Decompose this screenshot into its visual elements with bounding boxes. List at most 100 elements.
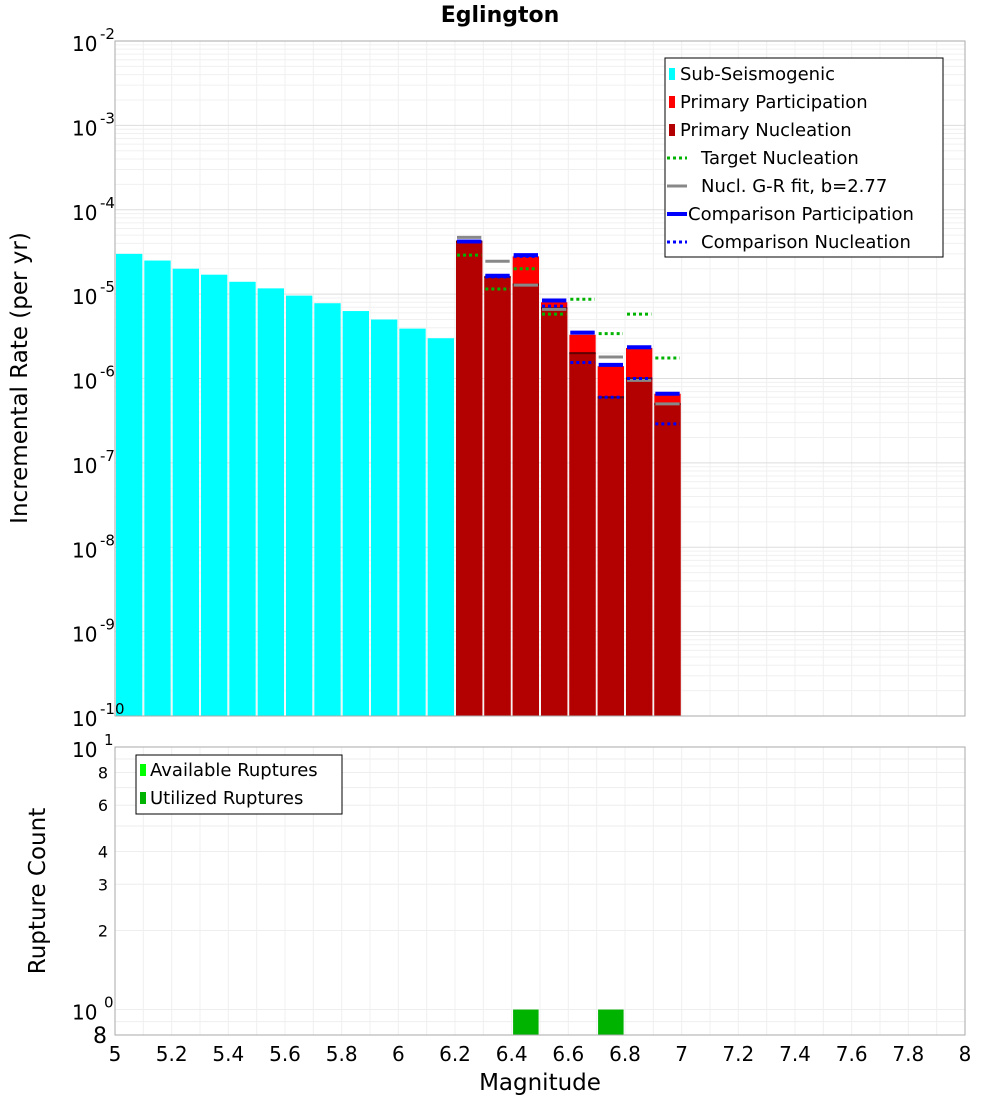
x-tick: 6.6 <box>552 1042 584 1066</box>
x-tick: 5.2 <box>156 1042 188 1066</box>
chart-title: Eglington <box>441 3 560 28</box>
x-tick: 6.8 <box>609 1042 641 1066</box>
x-tick: 7.8 <box>892 1042 924 1066</box>
x-tick: 7.4 <box>779 1042 811 1066</box>
y-tick-exponent: -3 <box>100 109 115 127</box>
legend-swatch <box>669 96 675 108</box>
bottom-plot-frame <box>114 746 966 1036</box>
legend-swatch <box>669 124 675 136</box>
y-tick-exponent: -5 <box>100 278 115 296</box>
primary-nucleation-bar <box>512 284 539 716</box>
y-tick-base: 10 <box>72 707 97 731</box>
x-tick: 7 <box>675 1042 688 1066</box>
legend-item-available-ruptures: Available Ruptures <box>140 760 318 781</box>
bottom-legend-box <box>135 754 343 815</box>
sub-seismogenic-bar <box>229 281 256 716</box>
y-tick-base: 10 <box>72 538 97 562</box>
y-tick-base: 10 <box>72 623 97 647</box>
x-tick: 5.8 <box>326 1042 358 1066</box>
utilized-ruptures-bar <box>513 1009 539 1035</box>
top-y-axis-label: Incremental Rate (per yr) <box>7 232 33 524</box>
bottom-y-minor-tick: 6 <box>98 796 108 815</box>
sub-seismogenic-bar <box>116 253 143 716</box>
sub-seismogenic-bar <box>371 319 398 716</box>
bottom-y-minor-tick: 3 <box>98 875 108 894</box>
legend-label: Available Ruptures <box>150 760 318 781</box>
x-tick: 5.6 <box>269 1042 301 1066</box>
primary-nucleation-bar <box>597 397 624 716</box>
top-y-tick: 10 -2 <box>72 25 115 56</box>
legend-label: Comparison Participation <box>688 204 914 225</box>
y-tick-base: 10 <box>72 116 97 140</box>
legend-item-utilized-ruptures: Utilized Ruptures <box>140 788 303 809</box>
legend-swatch <box>140 764 146 776</box>
y-tick-base: 10 <box>72 201 97 225</box>
bottom-y-axis-label: Rupture Count <box>25 808 51 974</box>
legend-item-target-nucleation: Target Nucleation <box>667 148 859 169</box>
bottom-y-minor-tick: 8 <box>93 1024 107 1049</box>
y-tick-base: 10 <box>72 738 97 762</box>
bottom-y-major-tick: 10 0 <box>72 994 114 1025</box>
y-tick-exponent: 0 <box>104 994 114 1012</box>
y-tick-exponent: -7 <box>100 447 115 465</box>
legend-label: Sub-Seismogenic <box>680 64 835 85</box>
legend-item-primary-participation: Primary Participation <box>669 92 868 113</box>
x-tick: 7.2 <box>722 1042 754 1066</box>
bottom-y-tick-labels: 10 1 10 0 8 6 4 3 2 8 <box>72 731 114 1049</box>
top-plot-bars <box>116 241 681 717</box>
y-tick-base: 10 <box>72 454 97 478</box>
legend-item-sub-seismogenic: Sub-Seismogenic <box>669 64 835 85</box>
x-tick: 6.2 <box>439 1042 471 1066</box>
top-legend: Sub-Seismogenic Primary Participation Prim… <box>664 57 944 258</box>
legend-label: Utilized Ruptures <box>150 788 303 809</box>
top-plot-frame <box>114 40 966 717</box>
x-tick: 6 <box>392 1042 405 1066</box>
legend-label: Nucl. G-R fit, b=2.77 <box>701 176 887 197</box>
y-tick-base: 10 <box>72 32 97 56</box>
legend-label: Target Nucleation <box>700 148 859 169</box>
x-tick: 8 <box>959 1042 972 1066</box>
x-tick: 5.4 <box>212 1042 244 1066</box>
legend-label: Primary Nucleation <box>680 120 852 141</box>
bottom-legend: Available Ruptures Utilized Ruptures <box>135 754 343 815</box>
sub-seismogenic-bar <box>399 328 426 716</box>
top-plot-lines <box>456 235 681 426</box>
y-tick-base: 10 <box>72 285 97 309</box>
primary-nucleation-bar <box>654 403 681 716</box>
y-tick-base: 10 <box>72 370 97 394</box>
top-y-tick-labels: 10-210-310-410-510-610-710-810-910-10 <box>72 25 125 731</box>
x-tick: 6.4 <box>496 1042 528 1066</box>
y-tick-exponent: -2 <box>100 25 115 43</box>
legend-swatch <box>669 68 675 80</box>
x-tick: 7.6 <box>836 1042 868 1066</box>
x-tick-labels: 5 5.2 5.4 5.6 5.8 6 6.2 6.4 6.6 6.8 7 7.2 7.4 7.6 7.8 8 <box>109 1042 972 1066</box>
primary-nucleation-bar <box>569 353 596 716</box>
top-legend-box <box>664 57 944 258</box>
primary-nucleation-bar <box>541 308 568 716</box>
legend-item-nucl-g-r-fit-b-2-77: Nucl. G-R fit, b=2.77 <box>667 176 887 197</box>
y-tick-exponent: -8 <box>100 531 115 549</box>
sub-seismogenic-bar <box>257 288 284 716</box>
sub-seismogenic-bar <box>314 303 341 716</box>
y-tick-base: 10 <box>72 1001 97 1025</box>
top-y-tick: 10 -4 <box>72 194 115 225</box>
top-y-tick: 10 -7 <box>72 447 115 478</box>
x-tick: 5 <box>109 1042 122 1066</box>
primary-nucleation-bar <box>484 276 511 716</box>
legend-label: Primary Participation <box>680 92 868 113</box>
bottom-plot-bars <box>513 1009 624 1035</box>
sub-seismogenic-bar <box>201 274 228 716</box>
y-tick-exponent: -9 <box>100 616 115 634</box>
top-y-tick: 10 -8 <box>72 531 115 562</box>
utilized-ruptures-bar <box>598 1009 624 1035</box>
legend-item-comparison-participation: Comparison Participation <box>667 204 914 225</box>
sub-seismogenic-bar <box>172 268 199 716</box>
y-tick-exponent: 1 <box>104 731 114 749</box>
y-tick-exponent: -6 <box>100 363 115 381</box>
bottom-y-minor-tick: 2 <box>98 922 108 941</box>
bottom-y-major-tick: 10 1 <box>72 731 114 762</box>
bottom-y-minor-tick: 4 <box>98 842 108 861</box>
top-y-tick: 10 -10 <box>72 700 125 731</box>
legend-item-primary-nucleation: Primary Nucleation <box>669 120 852 141</box>
